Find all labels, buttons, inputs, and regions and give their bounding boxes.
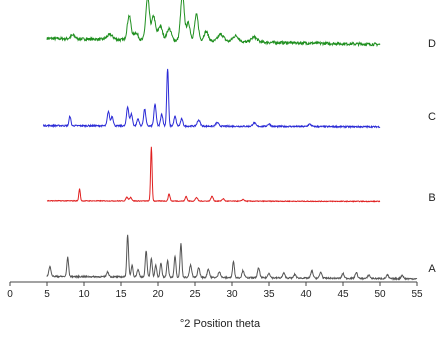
- series-line-a: [46, 234, 418, 281]
- x-tick-label-50: 50: [374, 289, 386, 300]
- series-label-a: A: [428, 263, 436, 275]
- x-tick-label-45: 45: [337, 289, 349, 300]
- series-label-b: B: [428, 192, 435, 204]
- x-tick-label-35: 35: [263, 289, 275, 300]
- x-tick-label-0: 0: [7, 289, 13, 300]
- x-tick-label-30: 30: [226, 289, 238, 300]
- x-axis: 0 5 10 15 20 25 30 35 40 45 50 55: [7, 281, 423, 300]
- series-line-d: [46, 0, 381, 48]
- x-tick-label-10: 10: [78, 289, 90, 300]
- series-line-b: [46, 146, 381, 203]
- series-layer: D C B A: [42, 0, 436, 281]
- x-axis-label: °2 Position theta: [180, 318, 261, 330]
- x-tick-label-25: 25: [189, 289, 201, 300]
- x-tick-label-40: 40: [300, 289, 312, 300]
- series-label-d: D: [428, 38, 436, 50]
- x-tick-label-5: 5: [44, 289, 50, 300]
- series-line-c: [42, 68, 381, 130]
- x-tick-label-15: 15: [115, 289, 127, 300]
- series-label-c: C: [428, 111, 436, 123]
- x-tick-label-55: 55: [411, 289, 423, 300]
- x-tick-label-20: 20: [152, 289, 164, 300]
